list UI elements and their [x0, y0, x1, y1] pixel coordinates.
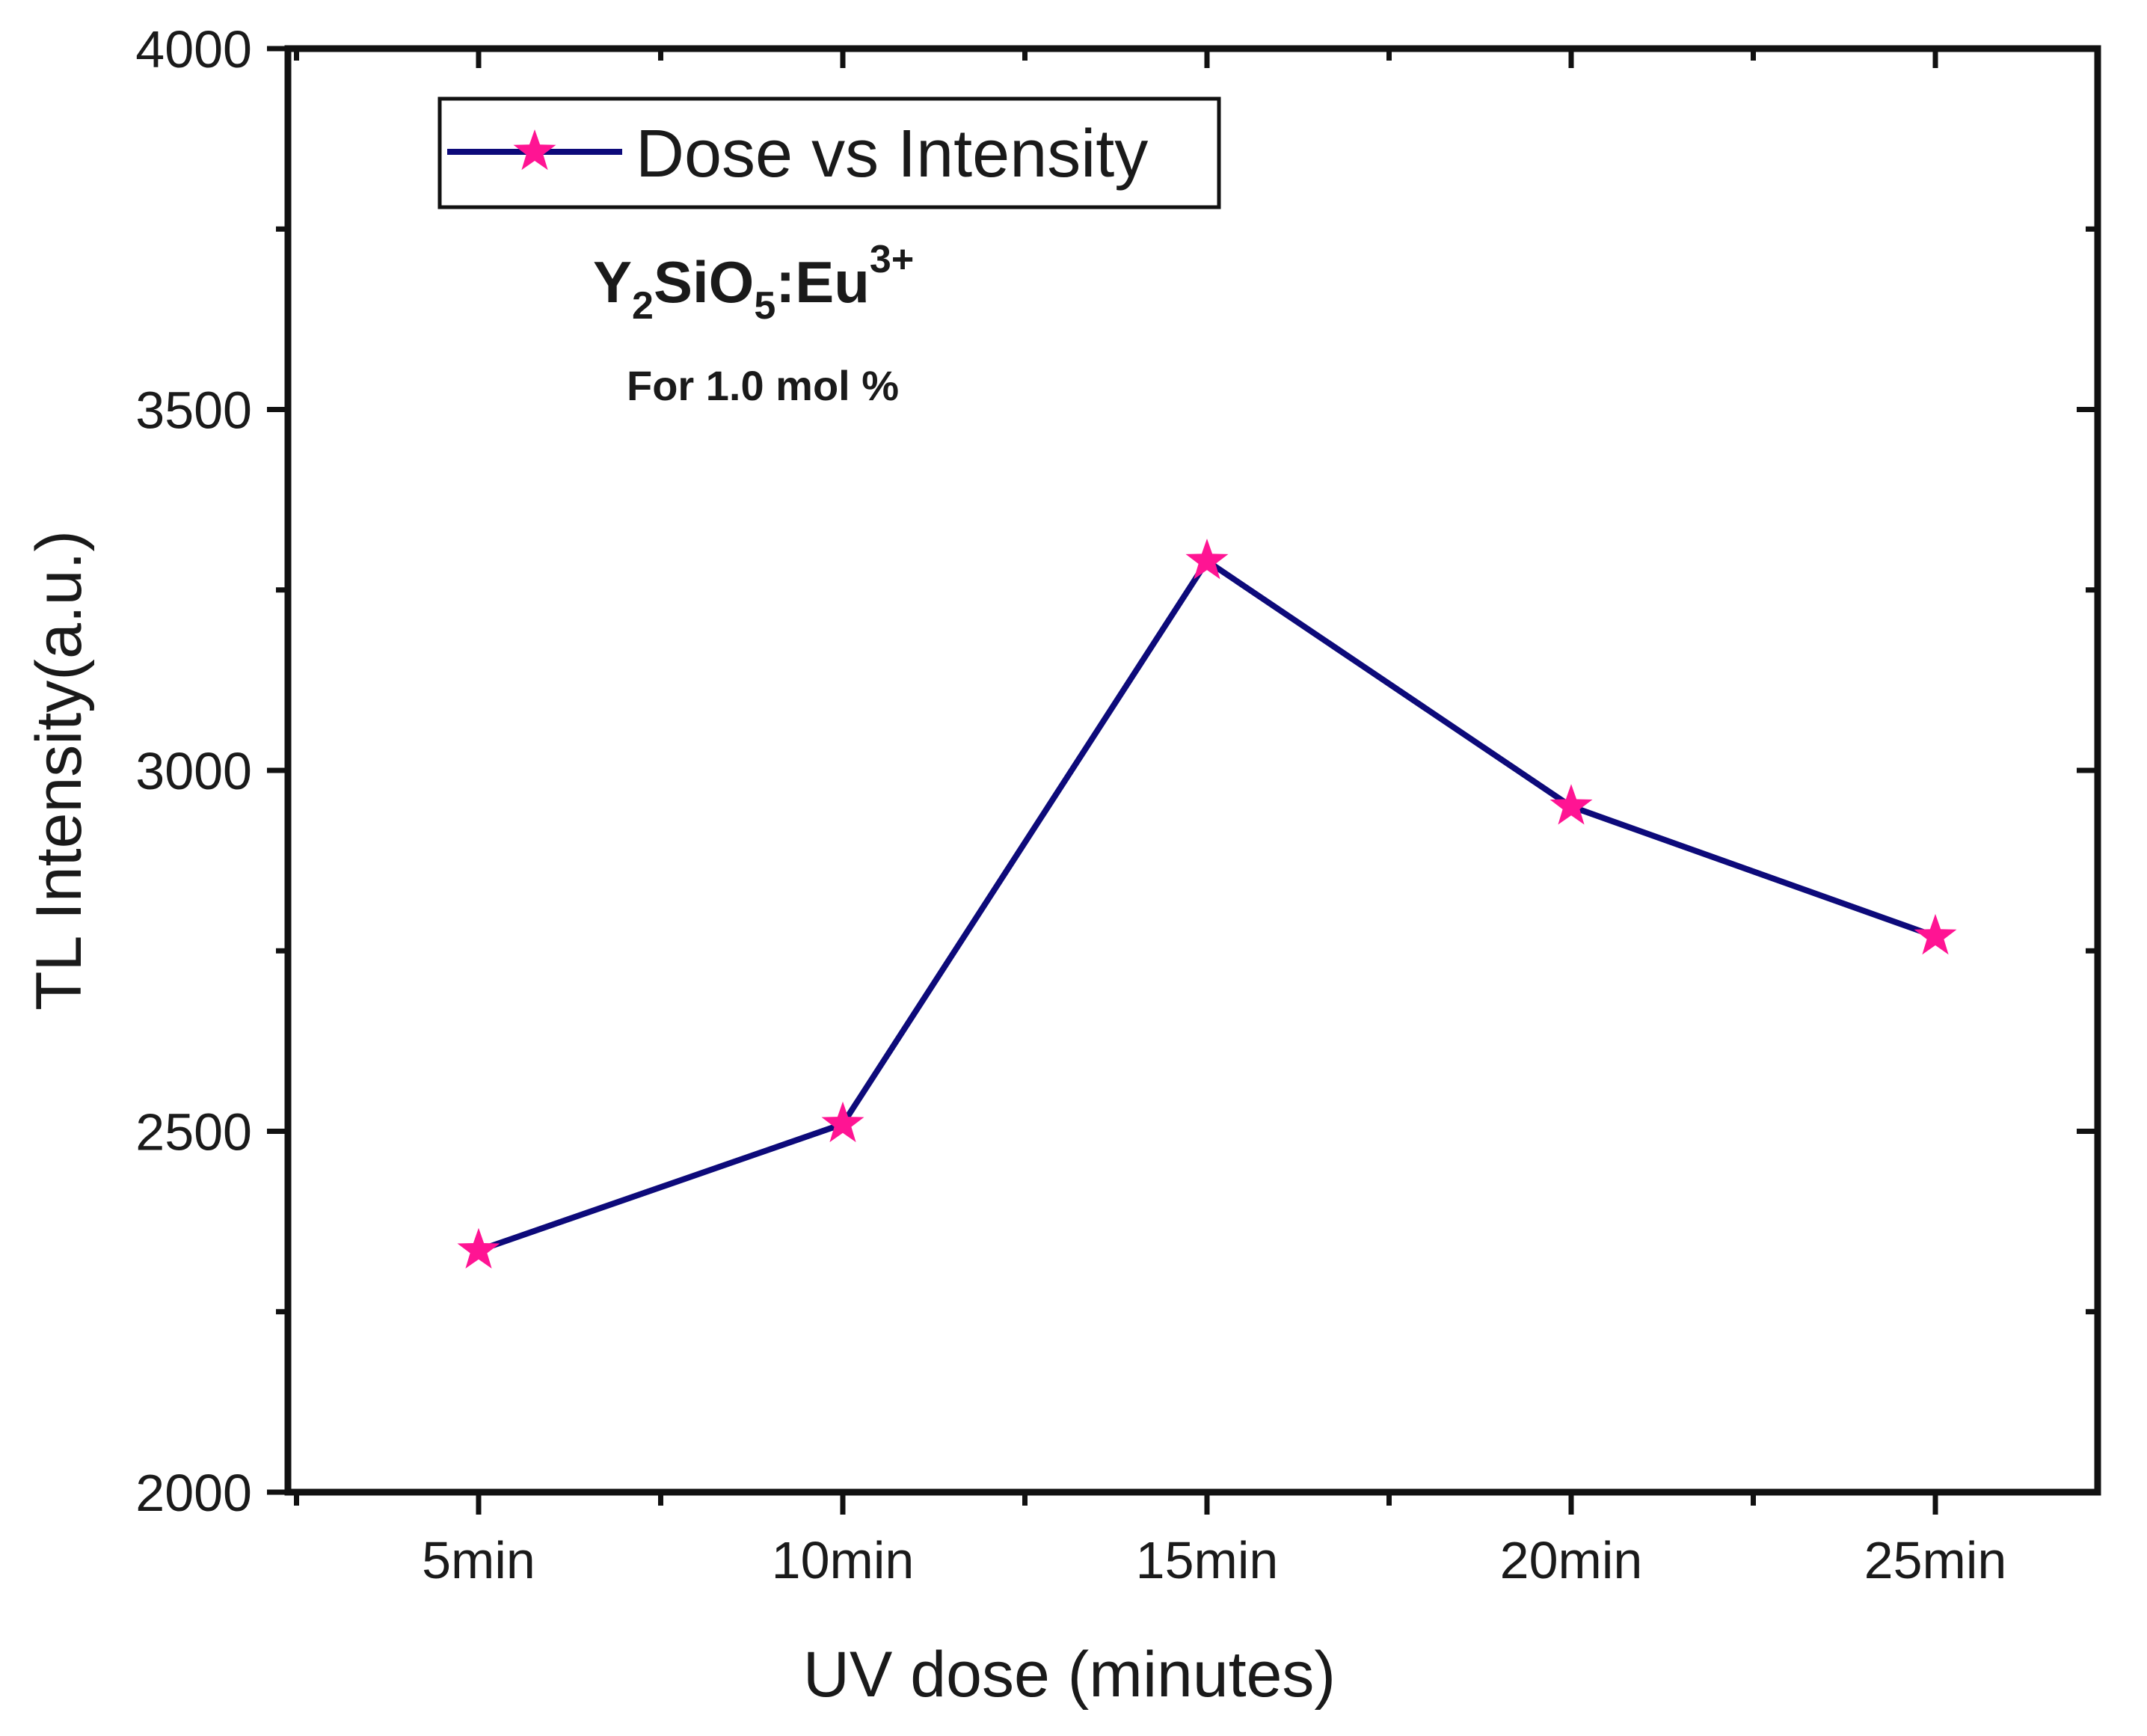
x-tick-label: 15min: [1136, 1531, 1279, 1589]
x-tick-label: 25min: [1864, 1531, 2007, 1589]
formula-annotation: Y2SiO5:Eu3+: [593, 238, 914, 328]
legend: Dose vs Intensity: [437, 96, 1221, 209]
data-point: [1549, 784, 1593, 825]
formula-sub-5: 5: [754, 284, 775, 328]
series-line: [477, 558, 1937, 1254]
x-axis-title: UV dose (minutes): [803, 1639, 1336, 1711]
data-point: [457, 1227, 500, 1269]
x-tick-label: 10min: [772, 1531, 915, 1589]
formula-sio: SiO: [654, 249, 754, 315]
formula-sup: 3+: [870, 238, 914, 281]
data-point: [1914, 913, 1957, 955]
x-tick-labels: 5min 10min 15min 20min 25min: [422, 1531, 2006, 1589]
legend-label: Dose vs Intensity: [636, 117, 1148, 191]
formula-y: Y: [593, 249, 632, 315]
data-point: [1185, 539, 1229, 580]
plot-frame: [284, 45, 2101, 1496]
y-tick-label: 2500: [135, 1103, 252, 1162]
x-tick-label: 20min: [1500, 1531, 1643, 1589]
series-markers: [457, 539, 1957, 1269]
y-tick-label: 4000: [135, 20, 252, 79]
formula-eu: :Eu: [775, 249, 870, 315]
y-tick-label: 3500: [135, 381, 252, 440]
data-point: [821, 1101, 864, 1143]
concentration-annotation: For 1.0 mol %: [627, 362, 899, 409]
legend-star-marker: [513, 129, 556, 171]
y-tick-labels: 2000 2500 3000 3500 4000: [135, 20, 252, 1522]
x-tick-label: 5min: [422, 1531, 535, 1589]
y-tick-label: 2000: [135, 1464, 252, 1522]
y-tick-label: 3000: [135, 742, 252, 800]
formula-sub-2: 2: [632, 284, 654, 328]
y-axis-ticks: [267, 46, 288, 1495]
y-axis-title: TL Intensity(a.u.): [23, 530, 95, 1010]
